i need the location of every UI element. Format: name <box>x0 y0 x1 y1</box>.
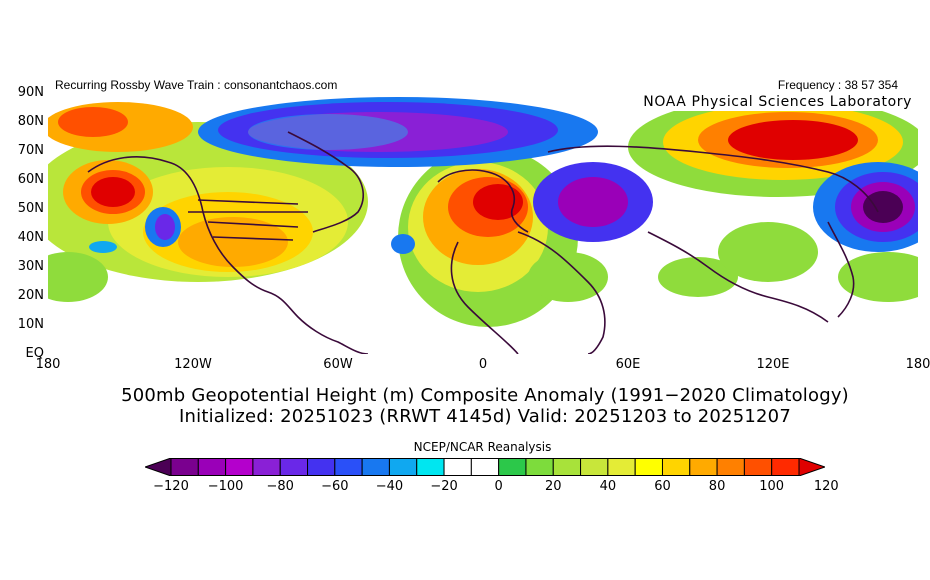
colorbar-label: 40 <box>599 479 617 494</box>
colorbar-swatch <box>661 458 691 476</box>
colorbar-swatch <box>580 458 609 476</box>
lon-label: 60W <box>323 357 353 372</box>
colorbar-swatch <box>498 458 527 476</box>
anomaly-field <box>48 97 918 327</box>
lon-label: 120E <box>756 357 790 372</box>
lon-label: 180 <box>35 357 61 372</box>
colorbar-swatch <box>334 458 363 476</box>
colorbar-swatch <box>716 458 745 476</box>
lat-label: 60N <box>17 172 44 187</box>
colorbar-label: 20 <box>544 479 562 494</box>
colorbar-label: 0 <box>494 479 503 494</box>
colorbar-swatch <box>607 458 636 476</box>
colorbar-swatch <box>361 458 390 476</box>
colorbar <box>145 458 825 476</box>
lat-label: 80N <box>17 114 44 129</box>
colorbar-swatch <box>225 458 254 476</box>
colorbar-arrow-right <box>798 458 825 476</box>
colorbar-arrow-left <box>145 458 172 476</box>
anomaly-map <box>48 92 918 354</box>
lat-label: 70N <box>17 143 44 158</box>
colorbar-swatch <box>252 458 281 476</box>
colorbar-label: −20 <box>430 479 458 494</box>
lon-label: 120W <box>174 357 212 372</box>
colorbar-label: −80 <box>266 479 294 494</box>
lon-label: 0 <box>478 357 488 372</box>
noaa-label: NOAA Physical Sciences Laboratory <box>637 93 918 111</box>
colorbar-swatch <box>170 458 199 476</box>
source-label: NCEP/NCAR Reanalysis <box>413 440 552 454</box>
lon-label: 60E <box>615 357 641 372</box>
lat-label: 30N <box>17 259 44 274</box>
colorbar-swatch <box>388 458 418 476</box>
lat-label: 20N <box>17 288 44 303</box>
colorbar-label: 120 <box>813 479 839 494</box>
colorbar-label: −100 <box>207 479 244 494</box>
colorbar-swatch <box>197 458 227 476</box>
title-line-1: 500mb Geopotential Height (m) Composite … <box>121 385 849 406</box>
header-left-text: Recurring Rossby Wave Train : consonantc… <box>55 78 338 92</box>
colorbar-swatch <box>689 458 718 476</box>
header-right-text: Frequency : 38 57 354 <box>777 78 898 92</box>
coastlines <box>87 131 879 354</box>
colorbar-swatch <box>307 458 336 476</box>
lat-label: 50N <box>17 201 44 216</box>
colorbar-swatch <box>743 458 773 476</box>
colorbar-label: 100 <box>759 479 785 494</box>
colorbar-swatch <box>416 458 445 476</box>
colorbar-swatch <box>525 458 554 476</box>
lat-label: 90N <box>17 85 44 100</box>
lat-label: 10N <box>17 317 44 332</box>
colorbar-label: 60 <box>654 479 671 494</box>
colorbar-label: 80 <box>708 479 726 494</box>
colorbar-label: −60 <box>321 479 349 494</box>
lat-label: EQ <box>25 346 44 361</box>
title-line-2: Initialized: 20251023 (RRWT 4145d) Valid… <box>179 406 791 427</box>
colorbar-swatch <box>634 458 663 476</box>
colorbar-label: −120 <box>153 479 189 494</box>
colorbar-swatch <box>552 458 582 476</box>
colorbar-label: −40 <box>375 479 404 494</box>
colorbar-swatch <box>771 458 800 476</box>
lat-label: 40N <box>17 230 44 245</box>
lon-label: 180 <box>905 357 930 372</box>
colorbar-swatch <box>443 458 472 476</box>
colorbar-swatch <box>279 458 309 476</box>
colorbar-swatch <box>470 458 500 476</box>
